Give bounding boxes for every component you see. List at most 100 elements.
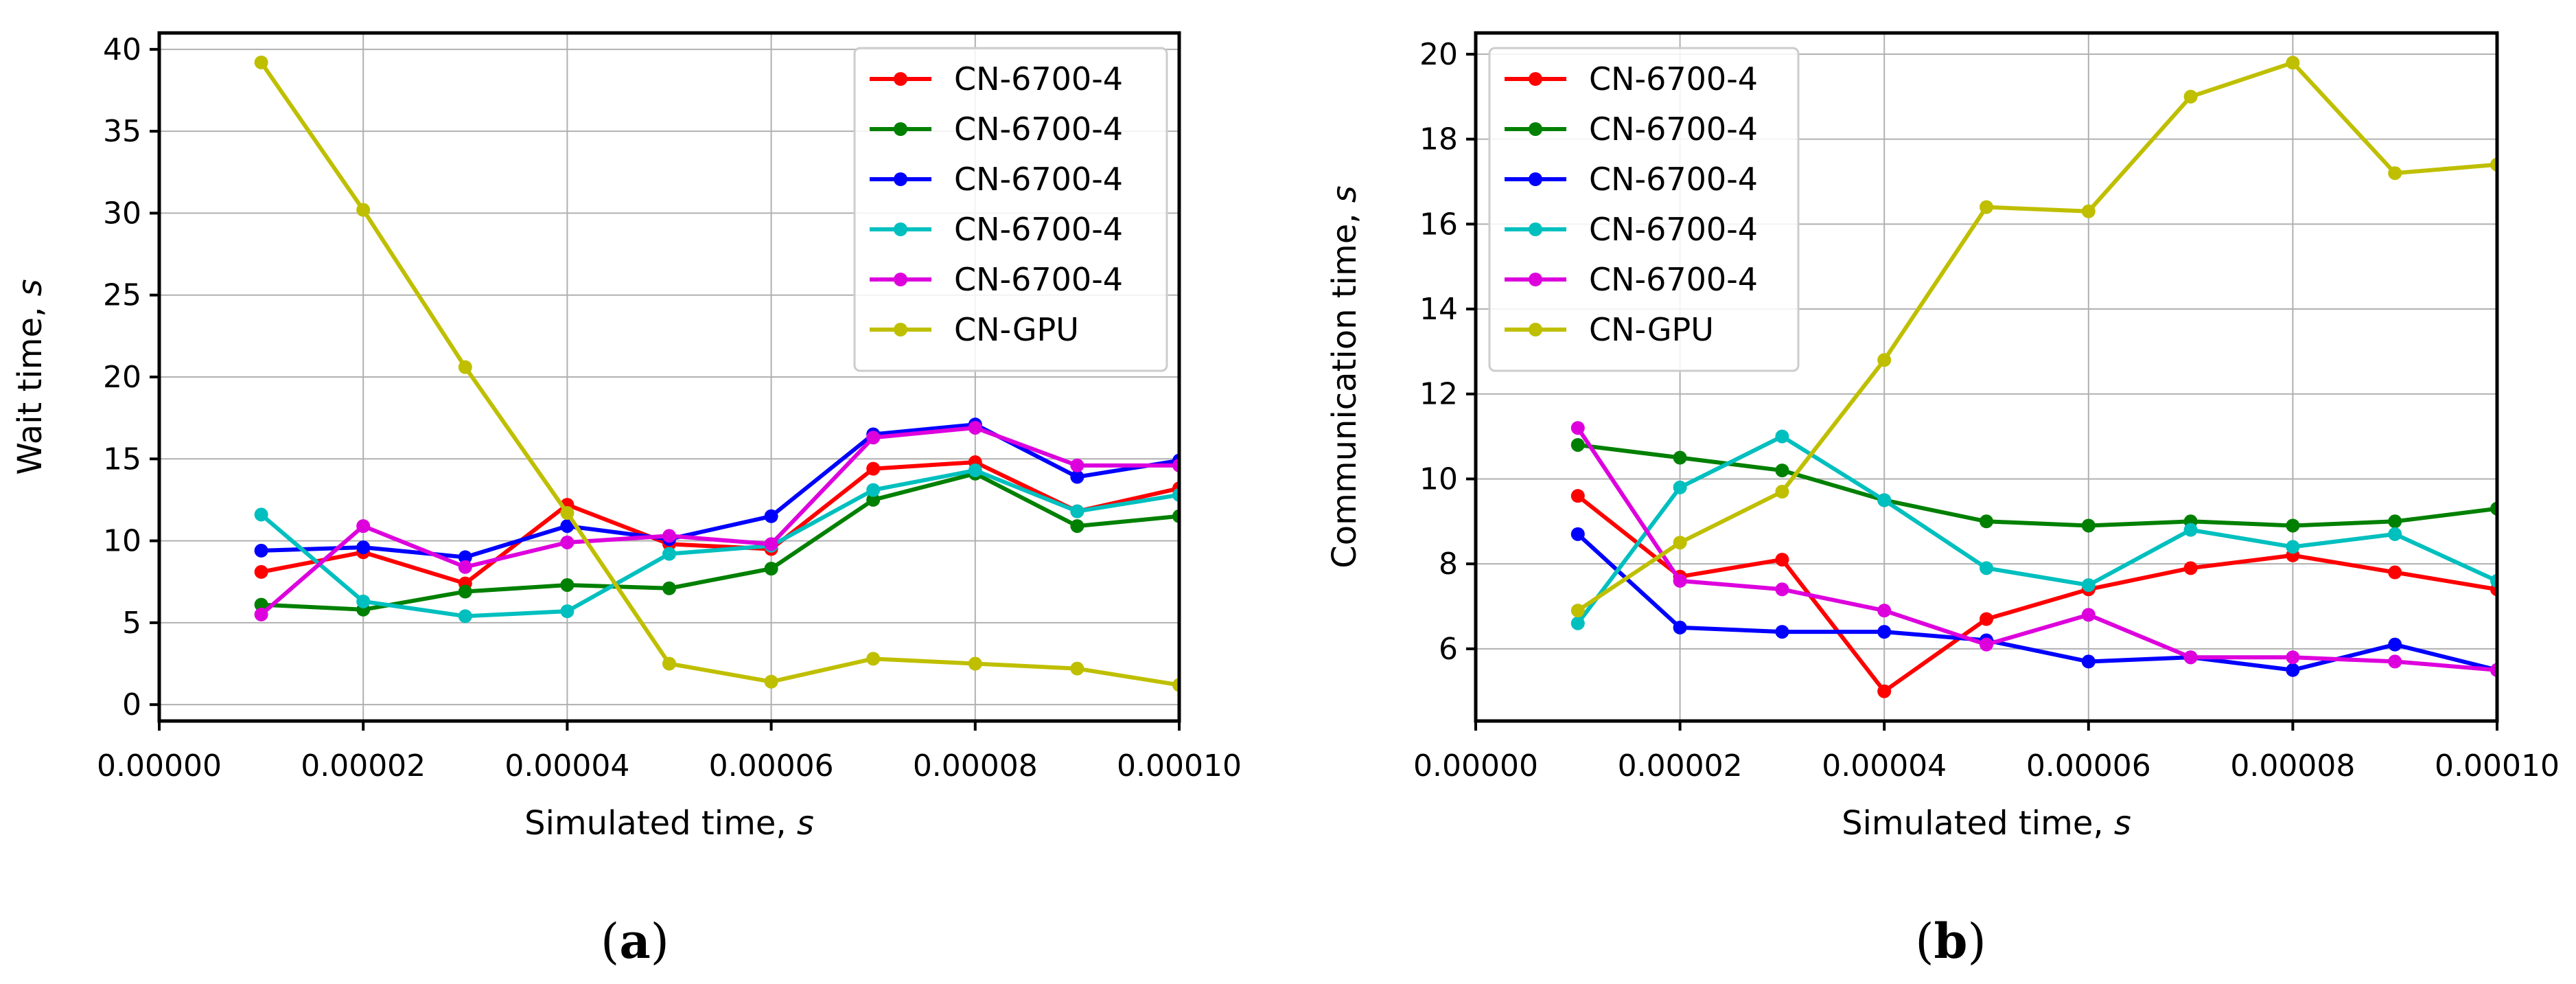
series-5-point — [1775, 582, 1789, 597]
series-4-point — [1877, 493, 1892, 507]
legend-marker — [894, 122, 907, 136]
series-6-point — [254, 55, 268, 69]
x-tick-label: 0.00010 — [2435, 748, 2560, 783]
legend-entry: CN-6700-4 — [1589, 261, 1758, 298]
series-6-point — [560, 506, 575, 520]
panel-label: (a) — [601, 913, 669, 970]
legend-entry: CN-6700-4 — [1589, 60, 1758, 98]
legend-entry: CN-6700-4 — [954, 211, 1123, 248]
series-4-point — [1070, 504, 1084, 518]
series-5-point — [764, 537, 778, 551]
series-5-point — [1673, 573, 1687, 588]
x-tick-label: 0.00010 — [1117, 748, 1242, 783]
legend-entry: CN-6700-4 — [954, 60, 1123, 98]
series-4-point — [968, 463, 982, 477]
series-5-point — [1570, 421, 1585, 435]
series-5-point — [356, 519, 371, 534]
y-tick-label: 16 — [1419, 207, 1458, 242]
series-4-point — [254, 507, 268, 522]
series-6-point — [764, 674, 778, 689]
series-line-1 — [1576, 494, 2497, 694]
series-3-point — [2286, 663, 2300, 677]
x-tick-label: 0.00008 — [2230, 748, 2355, 783]
y-axis-label: Communication time, s — [1325, 185, 1364, 569]
series-4-point — [2183, 523, 2198, 537]
panel-label: (b) — [1915, 913, 1986, 970]
series-6-point — [1877, 353, 1892, 367]
series-3-point — [254, 543, 268, 558]
y-tick-label: 8 — [1439, 547, 1458, 582]
y-tick-label: 18 — [1419, 122, 1458, 157]
series-5-point — [662, 529, 676, 543]
series-5-point — [560, 535, 575, 549]
series-1-point — [1570, 489, 1585, 503]
legend-entry: CN-6700-4 — [1589, 111, 1758, 148]
y-tick-label: 6 — [1439, 632, 1458, 667]
x-tick-label: 0.00004 — [1822, 748, 1947, 783]
series-6-point — [1980, 200, 1993, 214]
x-tick-label: 0.00004 — [504, 748, 629, 783]
series-1-point — [254, 564, 268, 579]
series-2-point — [1775, 464, 1789, 478]
series-6-point — [968, 656, 982, 671]
legend-box — [1488, 47, 1800, 372]
legend-entry: CN-6700-4 — [954, 111, 1123, 148]
legend: CN-6700-4 CN-6700-4 CN-6700-4 CN-6700-4 CN-6… — [1488, 47, 1800, 372]
series-4-point — [2286, 540, 2300, 554]
series-line-6 — [1577, 60, 2497, 613]
y-tick-label: 35 — [103, 114, 141, 149]
series-1-point — [1980, 612, 1993, 626]
legend-marker — [1529, 172, 1542, 186]
series-4-point — [560, 604, 575, 619]
legend-marker — [894, 323, 907, 336]
x-tick-label: 0.00006 — [2026, 748, 2151, 783]
y-tick-label: 40 — [103, 32, 141, 67]
legend: CN-6700-4 CN-6700-4 CN-6700-4 CN-6700-4 CN-6… — [853, 47, 1168, 372]
series-line-5 — [1576, 426, 2497, 672]
legend-entry: CN-6700-4 — [1589, 161, 1758, 198]
legend-box — [853, 47, 1168, 372]
legend-marker — [894, 273, 907, 286]
series-3-point — [1070, 470, 1084, 484]
series-4-point — [866, 483, 881, 497]
series-5-point — [2183, 650, 2198, 665]
series-5-point — [1877, 604, 1892, 618]
series-2-point — [1980, 514, 1993, 529]
y-tick-label: 20 — [103, 360, 141, 395]
series-6-point — [662, 656, 676, 671]
series-2-point — [1570, 437, 1585, 452]
series-3-point — [1673, 620, 1687, 634]
series-3-point — [1877, 625, 1892, 639]
x-tick-label: 0.00000 — [97, 748, 222, 783]
series-2-point — [560, 577, 575, 592]
series-3-point — [356, 540, 371, 555]
y-tick-label: 10 — [103, 524, 141, 559]
series-5-point — [2081, 608, 2096, 622]
y-axis-label: Wait time, s — [11, 279, 49, 474]
legend-marker — [1529, 323, 1542, 336]
x-tick-label: 0.00008 — [913, 748, 1038, 783]
series-4-point — [1980, 561, 1993, 575]
legend-marker — [1529, 72, 1542, 86]
series-4-point — [1673, 480, 1687, 494]
series-2-point — [662, 581, 676, 595]
series-1-point — [2388, 565, 2402, 580]
y-tick-label: 25 — [103, 278, 141, 313]
y-tick-label: 10 — [1419, 461, 1458, 496]
legend-entry: CN-6700-4 — [954, 161, 1123, 198]
series-5-point — [968, 420, 982, 435]
series-2-point — [2286, 518, 2300, 533]
x-tick-label: 0.00006 — [709, 748, 834, 783]
series-4-point — [2081, 578, 2096, 593]
series-6-point — [458, 360, 472, 374]
series-6-point — [1070, 661, 1084, 676]
series-4-point — [2388, 527, 2402, 541]
series-6-point — [2286, 56, 2300, 70]
x-tick-label: 0.00000 — [1413, 748, 1538, 783]
legend-marker — [1529, 273, 1542, 286]
x-tick-label: 0.00002 — [301, 748, 426, 783]
x-axis-label: Simulated time, s — [524, 804, 814, 843]
series-2-point — [458, 584, 472, 599]
series-4-point — [1775, 429, 1789, 444]
series-4-point — [662, 547, 676, 561]
